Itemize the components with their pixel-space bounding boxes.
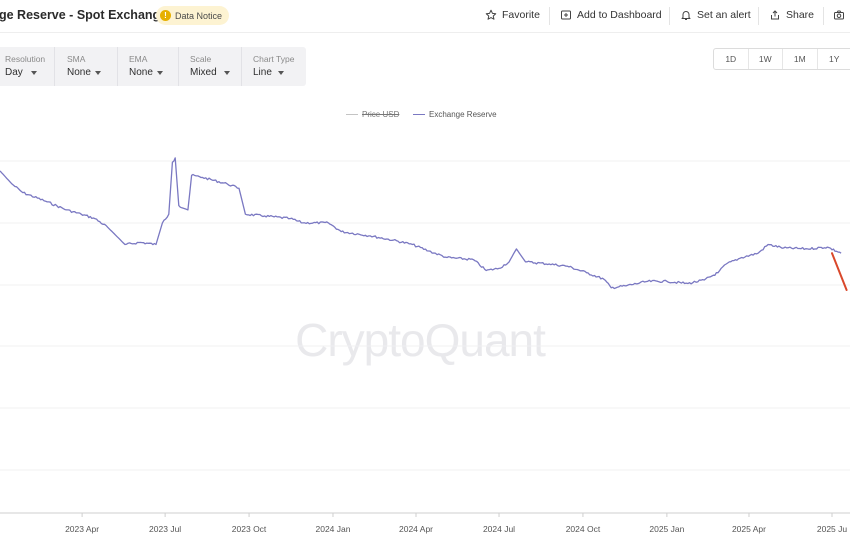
divider: [549, 7, 550, 25]
chevron-down-icon: [95, 71, 101, 75]
page-title: ge Reserve - Spot Exchanges: [0, 8, 175, 22]
bell-icon: [681, 11, 691, 20]
x-tick-label: 2025 Ju: [817, 524, 848, 534]
resolution-select[interactable]: Resolution Day: [5, 47, 55, 86]
chevron-down-icon: [224, 71, 230, 75]
scale-value: Mixed: [190, 67, 217, 78]
chart-controls: Resolution Day SMA None EMA None Scale M…: [0, 47, 306, 86]
dashboard-add-icon: [561, 10, 571, 20]
resolution-label: Resolution: [5, 54, 46, 64]
ema-value: None: [129, 67, 153, 78]
x-tick-label: 2023 Jul: [149, 524, 181, 534]
favorite-button[interactable]: Favorite: [485, 9, 540, 21]
chart-type-value: Line: [253, 67, 272, 78]
range-1d-button[interactable]: 1D: [714, 49, 749, 69]
legend-swatch-price: [346, 113, 358, 116]
x-axis-ticks: 2023 Apr 2023 Jul 2023 Oct 2024 Jan 2024 Apr…: [65, 513, 847, 534]
range-1w-button[interactable]: 1W: [749, 49, 783, 69]
watermark: CryptoQuant: [295, 314, 546, 366]
camera-button[interactable]: [833, 9, 845, 21]
sma-value: None: [67, 67, 91, 78]
chart-legend: Price USD Exchange Reserve: [0, 110, 850, 124]
range-1m-button[interactable]: 1M: [783, 49, 818, 69]
chevron-down-icon: [157, 71, 163, 75]
sma-label: SMA: [67, 54, 86, 64]
x-tick-label: 2025 Jan: [649, 524, 684, 534]
legend-item-price[interactable]: Price USD: [346, 110, 399, 119]
camera-icon: [834, 10, 844, 20]
share-button[interactable]: Share: [769, 9, 814, 21]
x-tick-label: 2024 Jan: [315, 524, 350, 534]
sma-select[interactable]: SMA None: [67, 47, 118, 86]
chart-type-select[interactable]: Chart Type Line: [253, 47, 303, 86]
x-tick-label: 2023 Oct: [232, 524, 267, 534]
x-tick-label: 2024 Jul: [483, 524, 515, 534]
divider: [823, 7, 824, 25]
data-notice-label: Data Notice: [175, 10, 223, 21]
share-icon: [771, 10, 779, 20]
legend-label-reserve: Exchange Reserve: [429, 110, 497, 119]
range-1y-button[interactable]: 1Y: [818, 49, 850, 69]
add-to-dashboard-button[interactable]: Add to Dashboard: [560, 9, 662, 21]
legend-label-price: Price USD: [362, 110, 400, 119]
x-tick-label: 2024 Apr: [399, 524, 433, 534]
legend-item-reserve[interactable]: Exchange Reserve: [413, 110, 497, 119]
trend-arrow: [831, 252, 848, 292]
x-tick-label: 2023 Apr: [65, 524, 99, 534]
grid-lines: [0, 160, 850, 471]
ema-select[interactable]: EMA None: [129, 47, 179, 86]
chart-type-label: Chart Type: [253, 54, 295, 64]
set-alert-label: Set an alert: [697, 9, 751, 21]
divider: [669, 7, 670, 25]
legend-swatch-reserve: [413, 113, 425, 116]
data-notice-badge[interactable]: ! Data Notice: [156, 6, 230, 25]
warning-icon: !: [160, 10, 171, 21]
top-bar: ge Reserve - Spot Exchanges ! Data Notic…: [0, 0, 850, 33]
x-tick-label: 2025 Apr: [732, 524, 766, 534]
chevron-down-icon: [278, 71, 284, 75]
scale-select[interactable]: Scale Mixed: [190, 47, 242, 86]
ema-label: EMA: [129, 54, 148, 64]
favorite-label: Favorite: [502, 9, 540, 21]
add-to-dashboard-label: Add to Dashboard: [577, 9, 662, 21]
scale-label: Scale: [190, 54, 212, 64]
range-selector: 1D 1W 1M 1Y: [713, 48, 850, 70]
divider: [758, 7, 759, 25]
series-exchange-reserve: [0, 157, 842, 290]
chevron-down-icon: [31, 71, 37, 75]
x-tick-label: 2024 Oct: [566, 524, 601, 534]
share-label: Share: [786, 9, 815, 21]
set-alert-button[interactable]: Set an alert: [680, 9, 751, 21]
resolution-value: Day: [5, 67, 23, 78]
star-icon: [485, 9, 497, 20]
